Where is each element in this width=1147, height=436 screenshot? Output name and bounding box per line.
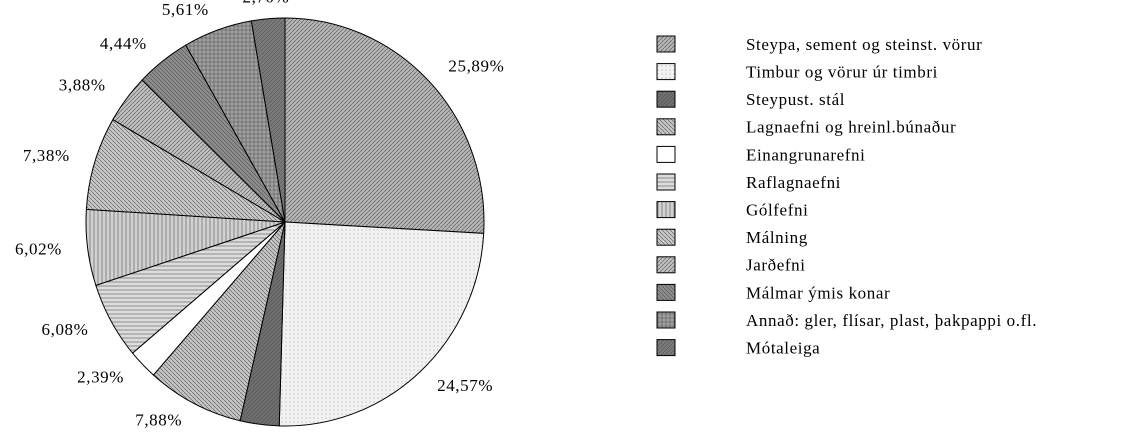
data-label: 6,08% [42,320,89,339]
legend-swatch [656,201,676,219]
pie-slice [278,221,485,427]
data-label: 2,70% [242,0,289,6]
legend-swatch [656,63,676,81]
legend-swatch [656,283,676,301]
legend-label: Raflagnaefni [746,173,841,192]
legend-label: Lagnaefni og hreinl.búnaður [746,118,956,137]
pie-slice [152,221,286,422]
legend-swatch [656,145,676,163]
legend-label: Jarðefni [746,256,806,275]
legend-label: Annað: gler, flísar, plast, þakpappi o.f… [746,311,1037,330]
data-label: 25,89% [448,57,504,76]
legend-swatch [656,228,676,246]
legend-swatch [656,90,676,108]
data-label: 5,61% [162,0,209,19]
data-label: 2,39% [77,368,124,387]
legend-swatch [656,173,676,191]
legend-label: Mótaleiga [746,339,820,358]
legend-swatch [656,35,676,53]
legend-swatch [656,311,676,329]
data-label: 6,02% [15,239,62,258]
legend-label: Steypa, sement og steinst. vörur [746,35,982,54]
legend-label: Steypust. stál [746,90,845,109]
legend-label: Einangrunarefni [746,145,865,164]
legend-swatch [656,339,676,357]
data-label: 7,88% [135,410,182,429]
data-label: 24,57% [437,376,493,395]
legend-swatch [656,256,676,274]
pie-slice [284,17,485,234]
legend-swatch [656,118,676,136]
data-label: 4,44% [100,34,147,53]
legend-label: Gólfefni [746,201,808,220]
data-label: 3,88% [59,75,106,94]
legend-label: Málmar ýmis konar [746,283,890,302]
legend-label: Timbur og vörur úr timbri [746,63,938,82]
data-label: 7,38% [23,146,70,165]
data-label: 3,16% [233,433,280,436]
legend-label: Málning [746,228,808,247]
pie-slice [250,17,286,223]
